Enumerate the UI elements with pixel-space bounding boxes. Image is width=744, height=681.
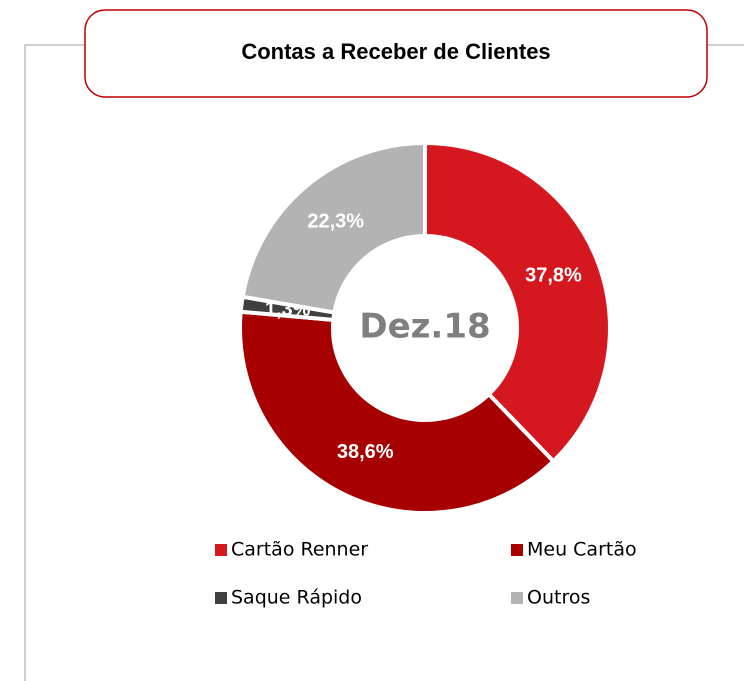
donut-slice — [423, 140, 612, 465]
legend-swatch — [511, 544, 523, 556]
legend-swatch — [215, 592, 227, 604]
legend-label: Saque Rápido — [231, 587, 362, 609]
chart-title: Contas a Receber de Clientes — [241, 39, 550, 64]
legend-label: Outros — [527, 587, 590, 609]
frame — [24, 44, 744, 681]
title-box — [84, 9, 708, 98]
value-label: 38,6% — [337, 441, 394, 463]
legend-swatch — [215, 544, 227, 556]
legend-swatch — [511, 592, 523, 604]
legend-label: Cartão Renner — [231, 539, 368, 561]
donut-slice — [238, 309, 557, 515]
center-label: Dez.18 — [359, 307, 490, 347]
legend-label: Meu Cartão — [527, 539, 637, 561]
donut-slice — [240, 140, 427, 315]
value-label: 37,8% — [525, 264, 582, 286]
value-label: 22,3% — [307, 210, 364, 232]
